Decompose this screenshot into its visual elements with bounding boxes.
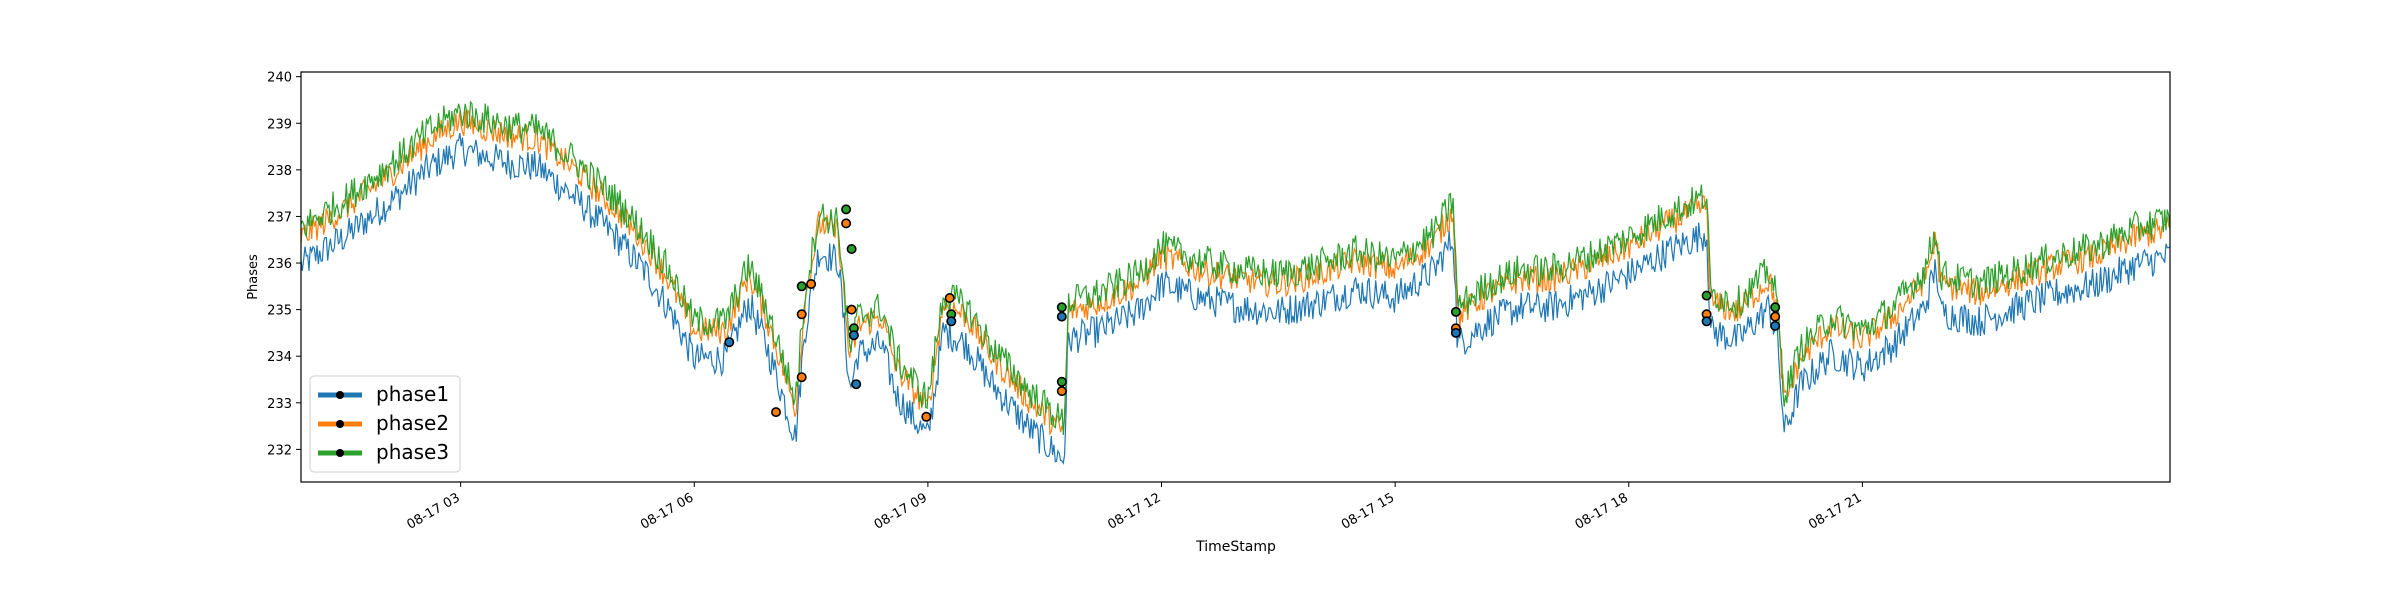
anomaly-marker [1450,306,1461,317]
x-axis-label: TimeStamp [1195,539,1276,555]
anomaly-marker [796,309,807,320]
legend: phase1 phase2 phase3 [309,375,461,473]
anomaly-marker [1770,320,1781,331]
plot-area-frame [300,71,2171,483]
anomaly-marker [724,337,735,348]
y-tick-label: 237 [267,210,292,225]
series-line-phase3 [300,100,2171,436]
y-axis-ticks: 232 233 234 235 236 237 238 239 240 [267,71,301,458]
anomaly-marker [944,292,955,303]
y-tick-label: 238 [267,164,292,179]
series-line-phase2 [300,109,2171,436]
y-tick-label: 233 [267,397,292,412]
anomaly-marker [1056,386,1067,397]
legend-box [309,375,461,473]
y-tick-label: 232 [267,443,292,458]
x-tick-label: 08-17 15 [1339,490,1397,532]
x-tick-label: 08-17 12 [1105,490,1163,532]
anomaly-marker [1701,316,1712,327]
anomaly-marker [770,407,781,418]
anomaly-marker [1056,376,1067,387]
x-tick-label: 08-17 18 [1573,490,1631,532]
anomaly-marker [846,244,857,255]
anomaly-marker [851,379,862,390]
legend-marker-phase3 [336,449,344,457]
anomaly-marker [846,304,857,315]
y-tick-label: 236 [267,257,292,272]
legend-item-phase3: phase3 [318,440,449,464]
anomaly-marker [848,330,859,341]
x-tick-label: 08-17 21 [1806,490,1864,532]
anomaly-marker [841,204,852,215]
anomaly-marker [1056,311,1067,322]
series-line-phase1 [300,132,2171,465]
anomaly-marker [1056,302,1067,313]
x-tick-label: 08-17 03 [405,490,463,532]
anomaly-marker [841,218,852,229]
y-tick-label: 240 [267,71,292,86]
anomaly-marker [1770,302,1781,313]
legend-label-phase1: phase1 [376,382,449,406]
anomaly-marker [921,411,932,422]
anomaly-marker [1450,327,1461,338]
legend-label-phase3: phase3 [376,440,449,464]
x-tick-label: 08-17 09 [872,490,930,532]
x-tick-label: 08-17 06 [638,490,696,532]
y-tick-label: 235 [267,304,292,319]
legend-marker-phase2 [336,420,344,428]
anomaly-marker [1770,311,1781,322]
anomaly-marker [1701,290,1712,301]
y-axis-label: Phases [246,254,261,300]
anomaly-marker [946,316,957,327]
marker-layer [724,204,1781,422]
legend-label-phase2: phase2 [376,411,449,435]
series-layer [300,100,2171,465]
legend-marker-phase1 [336,391,344,399]
y-tick-label: 239 [267,117,292,132]
y-tick-label: 234 [267,350,292,365]
legend-item-phase2: phase2 [318,411,449,435]
anomaly-marker [806,278,817,289]
anomaly-marker [796,281,807,292]
legend-item-phase1: phase1 [318,382,449,406]
x-axis-ticks: 08-17 03 08-17 06 08-17 09 08-17 12 08-17 15… [405,482,1864,533]
anomaly-marker [796,372,807,383]
